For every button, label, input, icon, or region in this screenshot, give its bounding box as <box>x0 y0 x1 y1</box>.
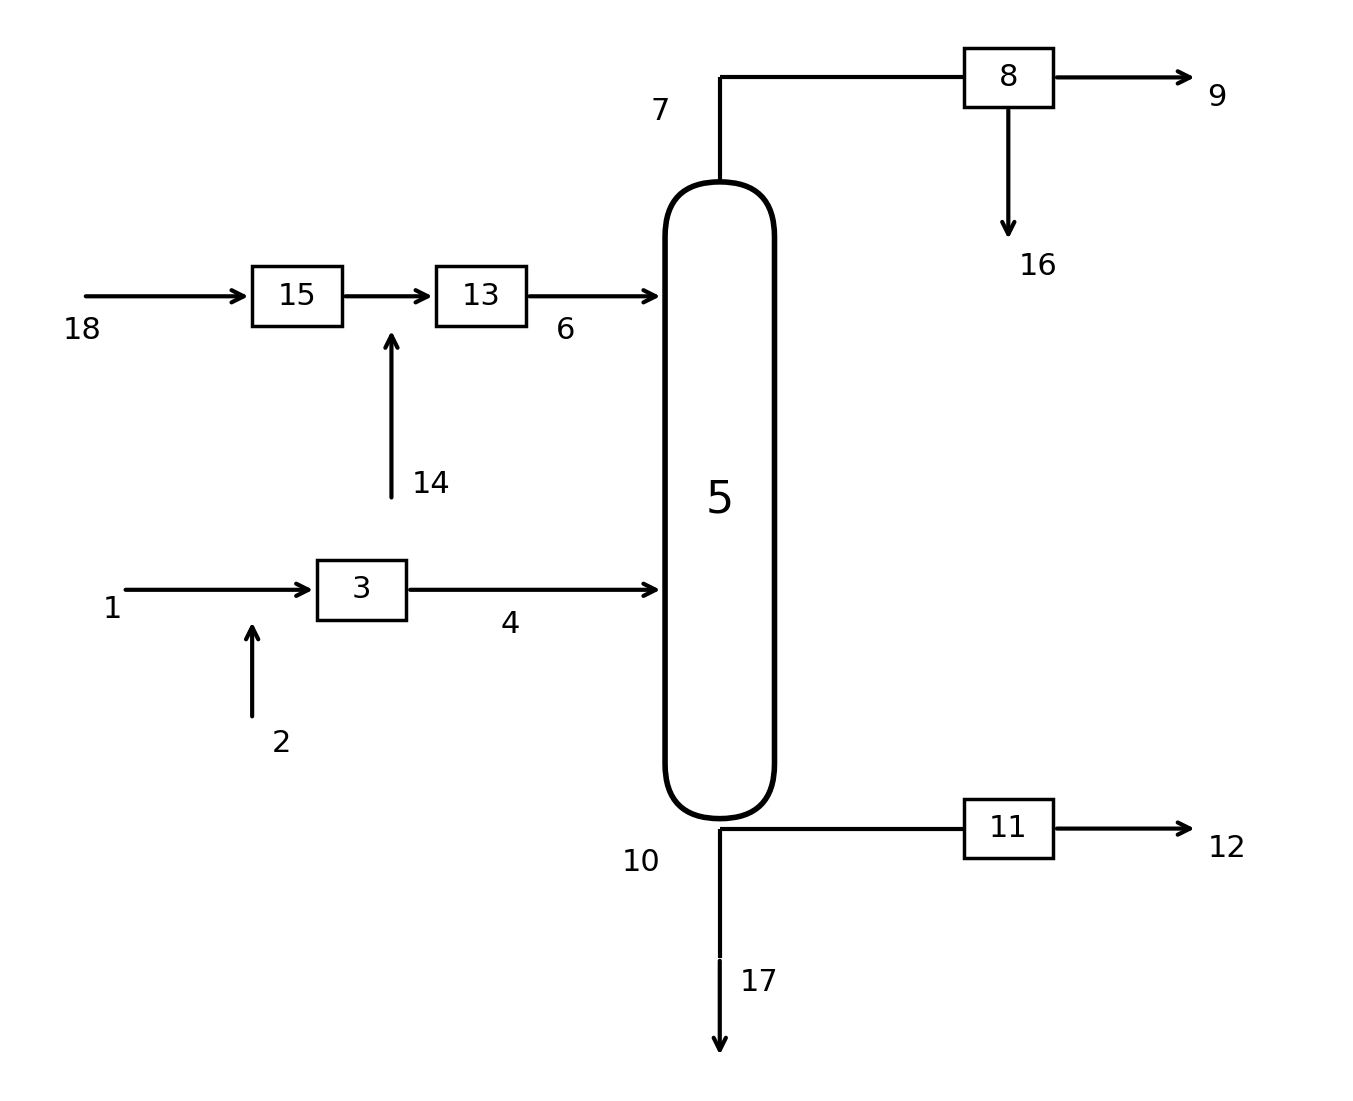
Text: 7: 7 <box>651 97 670 127</box>
Bar <box>963 798 1053 859</box>
Text: 11: 11 <box>989 814 1028 843</box>
Text: 5: 5 <box>706 479 733 522</box>
Bar <box>963 47 1053 107</box>
Text: 13: 13 <box>461 282 501 310</box>
Text: 2: 2 <box>272 729 291 759</box>
FancyBboxPatch shape <box>666 182 774 819</box>
Bar <box>317 560 406 620</box>
Text: 8: 8 <box>999 63 1017 91</box>
Text: 6: 6 <box>556 316 575 346</box>
Text: 12: 12 <box>1207 833 1246 863</box>
Text: 15: 15 <box>277 282 317 310</box>
Text: 1: 1 <box>103 596 122 624</box>
Text: 4: 4 <box>501 610 521 639</box>
Bar <box>436 266 526 326</box>
Text: 17: 17 <box>740 968 778 996</box>
Text: 3: 3 <box>352 576 371 604</box>
Text: 10: 10 <box>621 849 660 877</box>
Bar <box>252 266 342 326</box>
Text: 16: 16 <box>1019 251 1057 281</box>
Text: 14: 14 <box>411 470 451 500</box>
Text: 9: 9 <box>1207 83 1227 112</box>
Text: 18: 18 <box>64 316 101 346</box>
